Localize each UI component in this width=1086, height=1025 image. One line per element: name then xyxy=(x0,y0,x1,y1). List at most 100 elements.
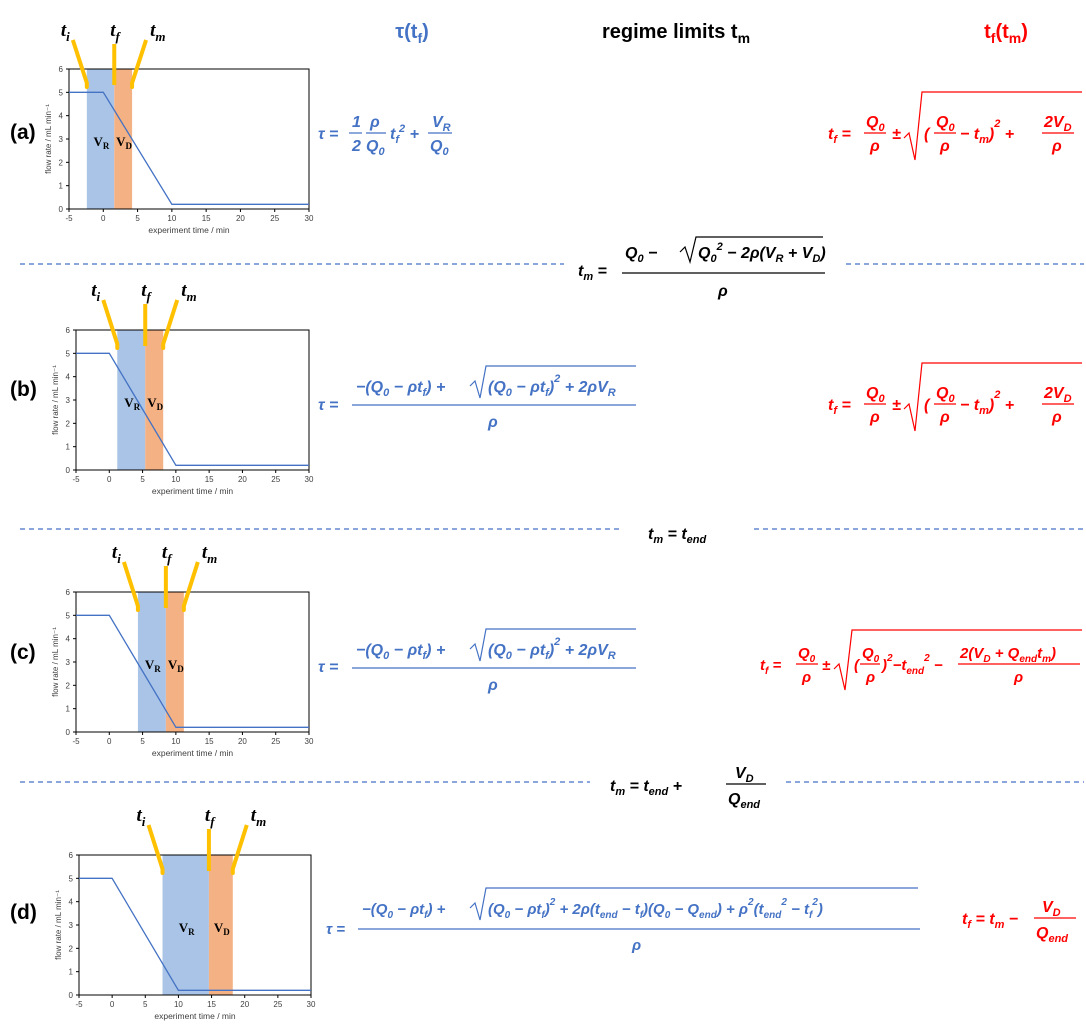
svg-text:τ =: τ = xyxy=(318,397,338,414)
svg-text:τ =: τ = xyxy=(318,659,338,676)
label-ti: ti xyxy=(137,805,146,829)
y-axis-label: flow rate / mL min⁻¹ xyxy=(54,890,63,960)
svg-text:ρ: ρ xyxy=(1051,409,1062,426)
svg-text:±: ± xyxy=(822,657,831,674)
x-tick-label: 15 xyxy=(202,214,211,223)
label-ti: ti xyxy=(61,20,70,44)
x-tick-label: 5 xyxy=(135,214,140,223)
y-tick-label: 0 xyxy=(69,991,74,1000)
svg-text:ρ: ρ xyxy=(631,937,641,954)
x-tick-label: 15 xyxy=(205,475,214,484)
label-tf: tf xyxy=(162,542,173,566)
y-tick-label: 4 xyxy=(59,112,64,121)
svg-text:VD: VD xyxy=(735,765,754,785)
svg-text:(: ( xyxy=(924,397,931,414)
svg-text:Q0: Q0 xyxy=(866,114,885,134)
svg-text:2: 2 xyxy=(351,138,361,155)
label-tm: tm xyxy=(202,542,217,566)
svg-text:(Q0 − ρtf)2 + 2ρ(tend − tf)(Q0: (Q0 − ρtf)2 + 2ρ(tend − tf)(Q0 − Qend) +… xyxy=(488,897,823,921)
flow-rate-line xyxy=(76,614,309,728)
tau-equation-b: τ = −(Q0 − ρtf) + (Q0 − ρtf)2 + 2ρVR ρ xyxy=(318,365,636,431)
svg-text:±: ± xyxy=(892,397,901,414)
tf-equation-a: tf = Q0 ρ ± ( Q0 ρ − tm)2 + 2VD ρ xyxy=(828,91,1082,161)
limit-equation-3: tm = tend + VD Qend xyxy=(610,765,766,811)
regime-heading: regime limits tm xyxy=(602,21,750,46)
marker-ti xyxy=(101,299,120,350)
tf-equation-b: tf = Q0 ρ ± ( Q0 ρ − tm)2 + 2VD ρ xyxy=(828,362,1082,432)
x-tick-label: 20 xyxy=(238,737,247,746)
label-vd: VD xyxy=(214,920,230,937)
svg-text:Qend: Qend xyxy=(1036,925,1068,945)
y-axis-label: flow rate / mL min⁻¹ xyxy=(51,627,60,697)
x-tick-label: 0 xyxy=(101,214,106,223)
svg-text:tm = tend: tm = tend xyxy=(648,526,707,546)
y-axis-label: flow rate / mL min⁻¹ xyxy=(51,365,60,435)
y-tick-label: 5 xyxy=(59,88,64,97)
svg-text:Q0: Q0 xyxy=(366,138,385,158)
x-axis-label: experiment time / min xyxy=(152,748,234,758)
svg-text:−(Q0 − ρtf) +: −(Q0 − ρtf) + xyxy=(362,901,446,921)
limit-equation-1: tm = Q0 − Q02 − 2ρ(VR + VD) ρ xyxy=(578,236,826,300)
separators xyxy=(20,263,1084,783)
svg-text:2VD: 2VD xyxy=(1043,114,1072,134)
tf-equation-c: tf = Q0 ρ ± ( Q0 ρ )2−tend2 − 2(VD + Qen… xyxy=(760,629,1082,691)
y-axis-label: flow rate / mL min⁻¹ xyxy=(44,104,53,174)
svg-text:Q0: Q0 xyxy=(862,645,880,665)
svg-text:1: 1 xyxy=(352,114,361,131)
x-tick-label: 30 xyxy=(305,214,314,223)
region-vd xyxy=(145,330,164,470)
y-tick-label: 0 xyxy=(66,728,71,737)
svg-text:Q0 −: Q0 − xyxy=(625,245,657,265)
svg-text:ρ: ρ xyxy=(865,669,875,686)
svg-text:Q0: Q0 xyxy=(798,645,816,665)
svg-text:Q0: Q0 xyxy=(936,114,955,134)
x-tick-label: 30 xyxy=(305,475,314,484)
y-tick-label: 6 xyxy=(66,326,71,335)
region-vd xyxy=(208,855,233,995)
svg-text:tm =: tm = xyxy=(578,263,607,283)
limit-equation-2: tm = tend xyxy=(648,526,707,546)
plot-frame xyxy=(75,591,310,733)
x-tick-label: 30 xyxy=(307,1000,316,1009)
svg-text:ρ: ρ xyxy=(869,409,880,426)
tau-equation-c: τ = −(Q0 − ρtf) + (Q0 − ρtf)2 + 2ρVR ρ xyxy=(318,628,636,694)
svg-text:ρ: ρ xyxy=(487,677,498,694)
region-vr xyxy=(137,592,166,732)
x-axis-label: experiment time / min xyxy=(152,486,234,496)
region-vr xyxy=(162,855,209,995)
x-tick-label: 0 xyxy=(107,475,112,484)
marker-tm xyxy=(181,561,200,612)
x-tick-label: 0 xyxy=(107,737,112,746)
label-vr: VR xyxy=(145,657,161,674)
region-vd xyxy=(165,592,184,732)
y-tick-label: 3 xyxy=(66,396,71,405)
svg-text:tm = tend +: tm = tend + xyxy=(610,778,682,798)
svg-text:(: ( xyxy=(854,657,861,674)
x-axis-label: experiment time / min xyxy=(148,225,230,235)
svg-text:ρ: ρ xyxy=(939,138,950,155)
y-tick-label: 5 xyxy=(69,874,74,883)
y-tick-label: 3 xyxy=(69,921,74,930)
x-tick-label: 25 xyxy=(271,475,280,484)
x-tick-label: 15 xyxy=(205,737,214,746)
svg-text:τ =: τ = xyxy=(326,921,345,938)
y-tick-label: 5 xyxy=(66,611,71,620)
svg-text:τ =: τ = xyxy=(318,126,338,143)
label-tf: tf xyxy=(141,280,152,304)
svg-text:Q0: Q0 xyxy=(430,138,449,158)
marker-tm xyxy=(130,39,148,89)
svg-text:ρ: ρ xyxy=(717,283,728,300)
svg-text:)2−tend2 −: )2−tend2 − xyxy=(880,653,943,677)
x-tick-label: -5 xyxy=(72,737,80,746)
marker-ti xyxy=(122,561,140,612)
label-tf: tf xyxy=(205,805,216,829)
svg-text:ρ: ρ xyxy=(869,138,880,155)
x-tick-label: -5 xyxy=(72,475,80,484)
panel-label-c: (c) xyxy=(10,641,36,664)
x-tick-label: 0 xyxy=(110,1000,115,1009)
svg-text:ρ: ρ xyxy=(1051,138,1062,155)
svg-text:− tm)2 +: − tm)2 + xyxy=(960,389,1014,417)
label-vd: VD xyxy=(116,134,132,151)
